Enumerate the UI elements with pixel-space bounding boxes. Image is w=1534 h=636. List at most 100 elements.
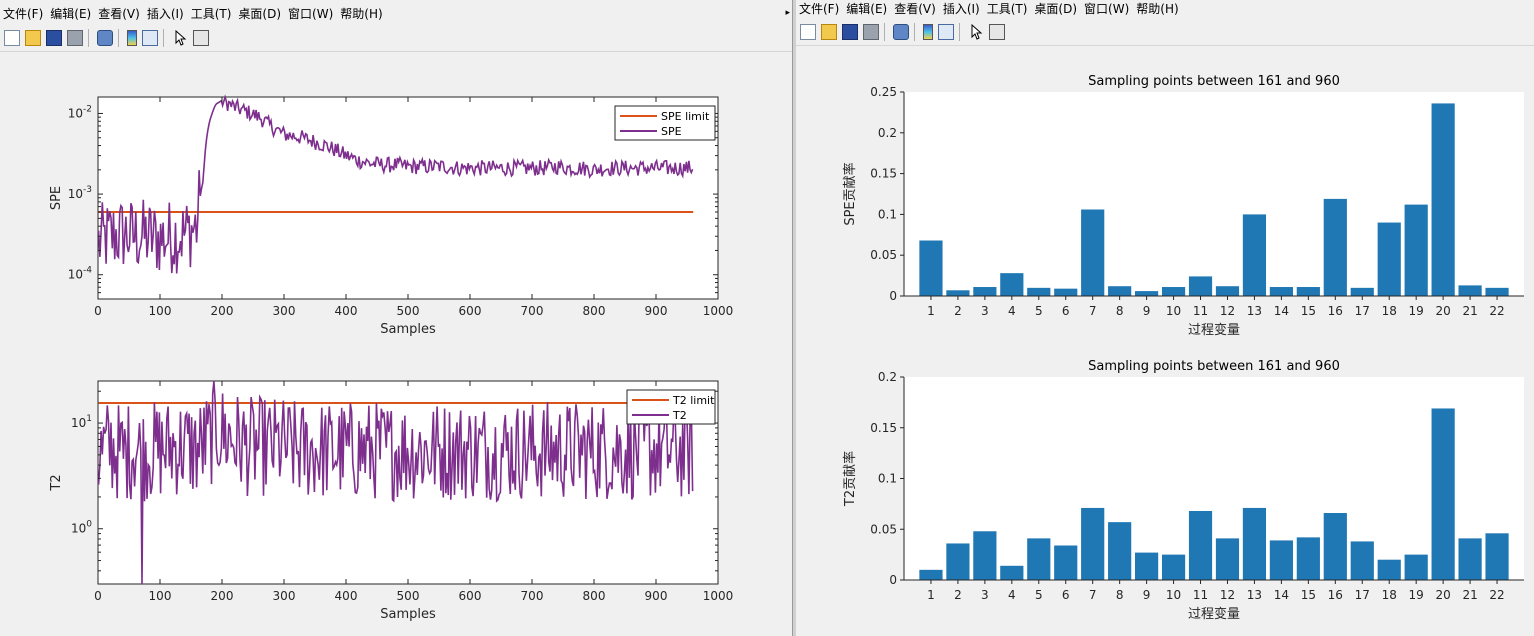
legend: T2 limit T2	[626, 389, 716, 425]
menu-window[interactable]: 窗口(W)	[288, 6, 334, 21]
menu-file[interactable]: 文件(F)	[3, 6, 44, 21]
x-tick-label: 11	[1193, 304, 1208, 318]
bar-12	[1215, 538, 1240, 580]
menu-file[interactable]: 文件(F)	[799, 1, 840, 16]
insert-legend-icon[interactable]	[142, 30, 158, 46]
print-icon[interactable]	[67, 30, 83, 46]
link-plot-icon[interactable]	[893, 24, 909, 40]
bar-5	[1027, 538, 1051, 580]
y-tick-label: 0.25	[870, 85, 897, 99]
y-tick-label: 100	[71, 520, 92, 536]
x-tick-label: 700	[521, 589, 544, 603]
edit-pointer-icon[interactable]	[172, 29, 188, 46]
bar-12	[1215, 286, 1240, 296]
x-tick-label: 400	[335, 304, 358, 318]
insert-colorbar-icon[interactable]	[923, 24, 933, 40]
print-icon[interactable]	[863, 24, 879, 40]
x-tick-label: 10	[1166, 304, 1181, 318]
left-figure-window: 文件(F) 编辑(E) 查看(V) 插入(I) 工具(T) 桌面(D) 窗口(W…	[0, 6, 792, 622]
legend-label-limit: SPE limit	[661, 110, 710, 123]
bar-13	[1242, 507, 1267, 580]
y-tick-label: 0.15	[870, 167, 897, 181]
chart-title: Sampling points between 161 and 960	[1088, 74, 1340, 89]
x-tick-label: 8	[1116, 304, 1124, 318]
x-tick-label: 100	[149, 304, 172, 318]
open-file-icon[interactable]	[25, 30, 41, 46]
menu-window[interactable]: 窗口(W)	[1084, 1, 1130, 16]
y-tick-exponent: -2	[83, 104, 92, 114]
bar-16	[1323, 513, 1347, 580]
x-tick-label: 14	[1274, 588, 1289, 602]
y-tick-exponent: -4	[83, 266, 92, 276]
bar-1	[919, 240, 943, 296]
menu-help[interactable]: 帮助(H)	[1136, 1, 1179, 16]
menu-desktop[interactable]: 桌面(D)	[238, 6, 282, 21]
x-tick-label: 6	[1062, 304, 1070, 318]
bar-10	[1161, 554, 1186, 580]
menu-edit[interactable]: 编辑(E)	[846, 1, 888, 16]
legend-label-series: T2	[672, 409, 687, 422]
y-tick-label: 0.05	[870, 248, 897, 262]
property-inspector-icon[interactable]	[989, 24, 1005, 40]
x-tick-label: 500	[397, 304, 420, 318]
t2-line-plot: 0 100 200 300 400 500 600 700 800 900 1000100101Sa…	[49, 380, 733, 622]
legend-label-limit: T2 limit	[672, 394, 715, 407]
menu-insert[interactable]: 插入(I)	[146, 6, 184, 21]
x-tick-label: 0	[94, 589, 102, 603]
x-tick-label: 11	[1193, 588, 1208, 602]
x-tick-label: 19	[1409, 304, 1424, 318]
toolbar-separator	[118, 29, 119, 47]
menu-help[interactable]: 帮助(H)	[340, 6, 383, 21]
bar-18	[1377, 222, 1401, 296]
property-inspector-icon[interactable]	[193, 30, 209, 46]
insert-legend-icon[interactable]	[938, 24, 954, 40]
new-figure-icon[interactable]	[4, 30, 20, 46]
x-axis-label: 过程变量	[1188, 322, 1240, 338]
x-tick-label: 4	[1008, 304, 1016, 318]
left-toolbar	[0, 25, 792, 52]
x-tick-label: 3	[981, 304, 989, 318]
save-icon[interactable]	[46, 30, 62, 46]
bar-21	[1458, 538, 1482, 580]
x-tick-label: 1	[927, 304, 935, 318]
bar-10	[1161, 287, 1186, 296]
bar-5	[1027, 287, 1051, 296]
menu-view[interactable]: 查看(V)	[894, 1, 936, 16]
x-tick-label: 13	[1247, 304, 1262, 318]
x-tick-label: 4	[1008, 588, 1016, 602]
toolbar-separator	[959, 23, 960, 41]
menu-desktop[interactable]: 桌面(D)	[1034, 1, 1078, 16]
edit-pointer-icon[interactable]	[968, 23, 984, 40]
bar-8	[1108, 522, 1132, 580]
bar-9	[1135, 552, 1159, 580]
insert-colorbar-icon[interactable]	[127, 30, 137, 46]
legend-box	[614, 105, 716, 141]
menu-edit[interactable]: 编辑(E)	[50, 6, 92, 21]
y-tick-label: 0.1	[878, 207, 897, 221]
x-tick-label: 3	[981, 588, 989, 602]
x-tick-label: 21	[1462, 304, 1477, 318]
x-tick-label: 22	[1489, 588, 1504, 602]
save-icon[interactable]	[842, 24, 858, 40]
open-file-icon[interactable]	[821, 24, 837, 40]
new-figure-icon[interactable]	[800, 24, 816, 40]
bar-22	[1485, 533, 1509, 580]
left-figure-canvas: 0 100 200 300 400 500 600 700 800 900 100010-410-3…	[49, 94, 734, 622]
menu-tools[interactable]: 工具(T)	[986, 1, 1028, 16]
bar-21	[1458, 285, 1482, 296]
x-tick-label: 1000	[703, 304, 734, 318]
y-tick-base: 10	[68, 106, 83, 120]
collapse-toolbar-icon[interactable]: ▸	[785, 8, 790, 18]
menu-view[interactable]: 查看(V)	[98, 6, 140, 21]
menu-tools[interactable]: 工具(T)	[190, 6, 232, 21]
bar-13	[1242, 214, 1267, 296]
bar-11	[1188, 510, 1213, 580]
x-tick-label: 900	[645, 304, 668, 318]
series-line-spe	[97, 94, 694, 274]
bar-20	[1431, 408, 1455, 580]
link-plot-icon[interactable]	[97, 30, 113, 46]
menu-insert[interactable]: 插入(I)	[942, 1, 980, 16]
bar-6	[1054, 288, 1078, 296]
y-tick-label: 0.2	[878, 126, 897, 140]
